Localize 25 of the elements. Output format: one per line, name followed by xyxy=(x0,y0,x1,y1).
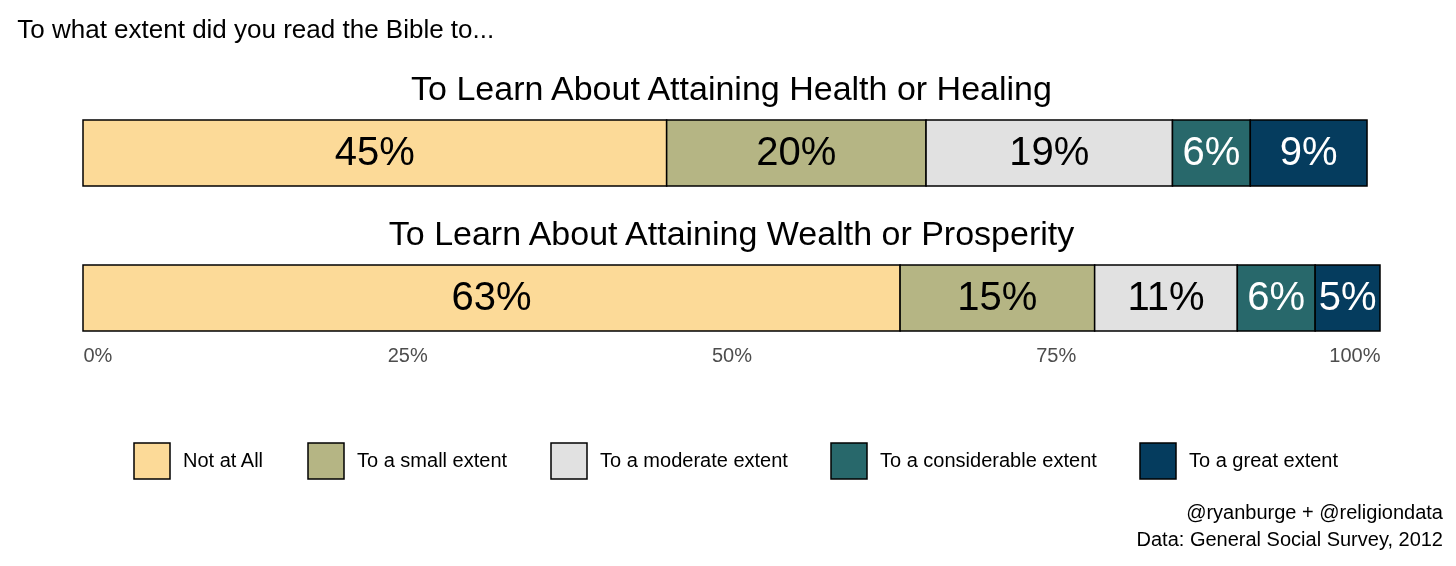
data-label: 45% xyxy=(334,128,415,173)
x-tick-label: 75% xyxy=(1036,343,1077,366)
data-label: 6% xyxy=(1182,128,1241,173)
data-label: 63% xyxy=(451,274,532,319)
data-label: 15% xyxy=(957,274,1038,319)
legend-label: To a great extent xyxy=(1189,449,1339,471)
text: @ryanburge + @religiondata xyxy=(1186,501,1444,523)
data-label: 11% xyxy=(1127,274,1205,319)
y-tick-label: To Learn About Attaining Health or Healing xyxy=(411,68,1052,107)
legend-label: To a small extent xyxy=(357,449,508,471)
data-label: 5% xyxy=(1318,274,1377,319)
legend-label: To a moderate extent xyxy=(600,449,789,471)
data-label: 9% xyxy=(1279,128,1338,173)
data-label: 20% xyxy=(756,128,837,173)
chart-title: To what extent did you read the Bible to... xyxy=(17,13,495,44)
x-tick-label: 25% xyxy=(387,343,428,366)
data-label: 19% xyxy=(1009,128,1090,173)
x-tick-label: 0% xyxy=(83,343,113,366)
y-tick-label: To Learn About Attaining Wealth or Prosperity xyxy=(388,214,1075,253)
legend-label: To a considerable extent xyxy=(880,449,1098,471)
data-label: 6% xyxy=(1247,274,1306,319)
text: Data: General Social Survey, 2012 xyxy=(1136,528,1443,550)
x-tick-label: 100% xyxy=(1329,343,1381,366)
x-tick-label: 50% xyxy=(711,343,753,366)
legend-label: Not at All xyxy=(183,449,264,471)
